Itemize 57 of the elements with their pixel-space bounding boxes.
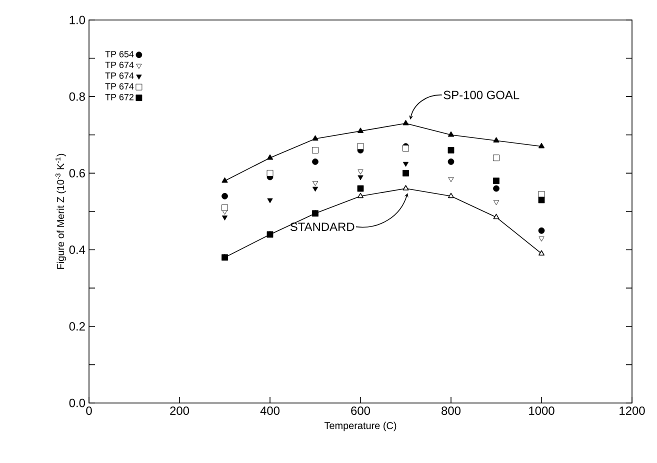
point	[448, 158, 454, 165]
point	[493, 178, 500, 184]
point	[222, 177, 228, 183]
point	[448, 147, 454, 154]
point	[266, 170, 274, 176]
point	[312, 186, 318, 192]
x-axis-title: Temperature (C)	[324, 422, 396, 432]
point	[358, 192, 364, 198]
point	[493, 137, 500, 143]
point	[222, 204, 228, 211]
annotation: SP-100 GOAL	[444, 90, 520, 100]
point	[358, 175, 364, 180]
point	[267, 154, 274, 160]
y-tick-label: 0.4	[69, 246, 86, 254]
point	[312, 158, 318, 165]
legend-label: TP 674	[105, 72, 134, 79]
legend-label: TP 674	[105, 62, 134, 68]
point	[402, 162, 409, 167]
point	[493, 200, 500, 206]
legend-label: TP 672	[105, 94, 134, 100]
x-tick-label: 200	[170, 406, 190, 415]
point	[402, 120, 409, 126]
y-tick-label: 0.2	[69, 322, 85, 331]
x-tick-label: 1000	[529, 406, 554, 415]
point	[312, 135, 318, 141]
point	[448, 177, 454, 182]
annotation: STANDARD	[290, 222, 354, 232]
x-tick-label: 400	[260, 406, 280, 415]
point	[358, 170, 364, 174]
y-tick-label: 0.6	[69, 168, 85, 178]
point	[357, 143, 364, 150]
y-tick-label: 0.8	[69, 92, 85, 101]
point	[222, 216, 228, 220]
point	[538, 227, 545, 234]
legend-label: TP 654	[105, 50, 134, 58]
x-tick-label: 0	[86, 406, 92, 415]
point	[493, 185, 500, 192]
point	[402, 170, 409, 176]
x-tick-label: 600	[351, 406, 370, 415]
legend-label: TP 674	[105, 83, 134, 90]
point	[448, 131, 454, 137]
x-tick-label: 800	[442, 406, 461, 415]
point	[267, 198, 273, 204]
point	[402, 185, 409, 190]
point	[538, 142, 545, 148]
x-tick-label: 1200	[620, 406, 645, 415]
point	[493, 214, 500, 220]
y-tick-label: 0.0	[69, 398, 86, 408]
point	[357, 185, 364, 192]
point	[538, 250, 545, 256]
y-tick-label: 1.0	[70, 16, 86, 24]
point	[448, 192, 454, 198]
point	[222, 192, 228, 200]
point	[538, 196, 545, 204]
point	[358, 128, 364, 133]
point	[538, 236, 544, 242]
y-axis-title: Figure of Merit Z (10$^{-3}$ K$^{-1}$)	[55, 154, 66, 269]
